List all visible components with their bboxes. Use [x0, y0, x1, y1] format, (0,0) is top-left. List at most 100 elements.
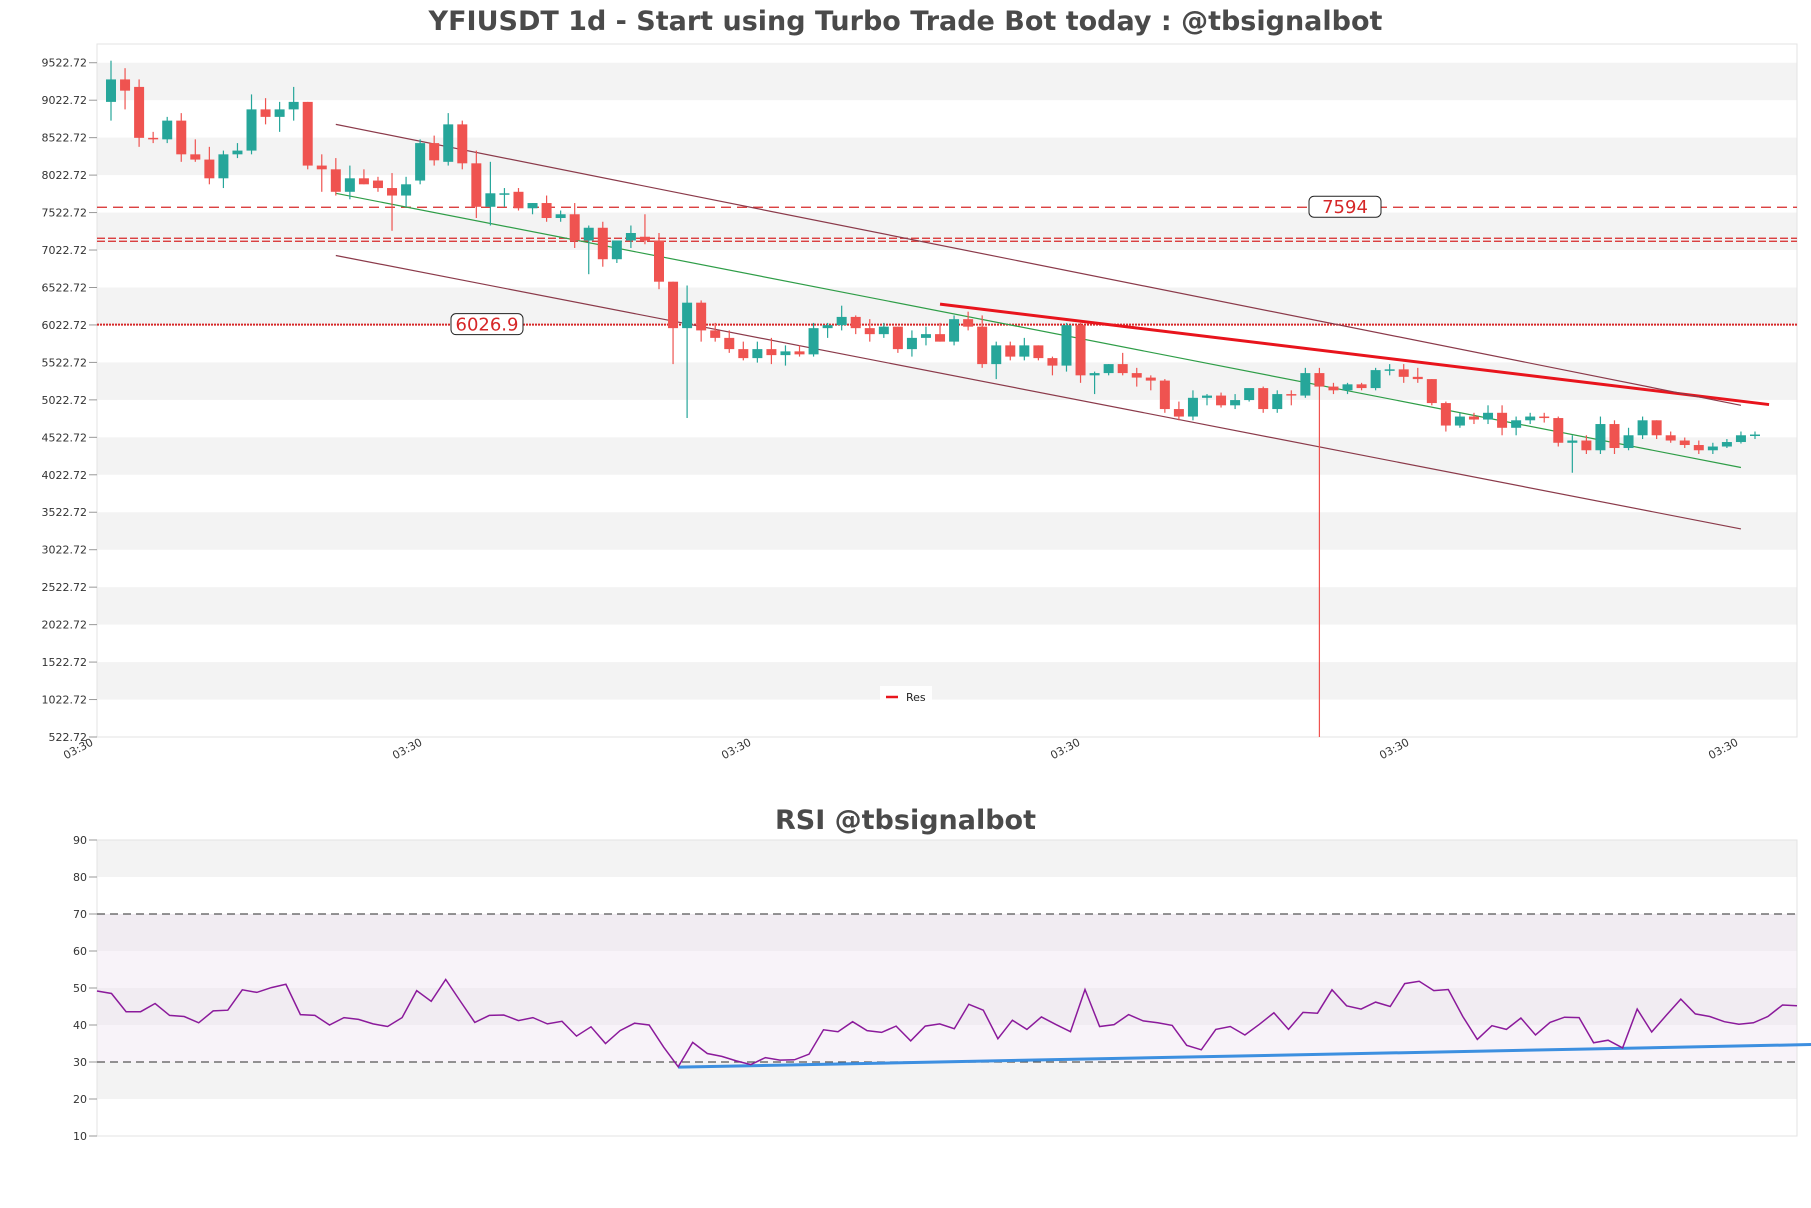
y-tick-label: 7522.72 — [42, 207, 88, 220]
candle-body — [260, 109, 271, 117]
candle-body — [766, 349, 777, 356]
y-tick-label: 2522.72 — [42, 581, 88, 594]
candle-body — [1750, 434, 1760, 437]
candle-body — [850, 316, 861, 329]
res-trendline — [939, 302, 1770, 407]
y-tick-label: 40 — [73, 1019, 87, 1032]
level-label-7594-text: 7594 — [1322, 197, 1368, 218]
candle-body — [1426, 379, 1437, 404]
candle-body — [1314, 373, 1325, 387]
candle-body — [246, 109, 257, 151]
candle-body — [949, 319, 960, 342]
rsi-chart-title: RSI @tbsignalbot — [774, 805, 1037, 836]
x-tick-label: 03:30 — [719, 736, 753, 762]
candle-body — [1595, 424, 1606, 451]
x-tick-label: 03:30 — [1377, 736, 1411, 762]
candle-body — [415, 143, 426, 181]
candle-body — [625, 232, 636, 241]
y-tick-label: 30 — [73, 1056, 87, 1069]
candle-body — [822, 325, 833, 329]
candle-body — [710, 330, 721, 338]
candle-body — [878, 326, 889, 335]
y-tick-label: 5022.72 — [42, 394, 88, 407]
x-tick-label: 03:30 — [390, 736, 424, 762]
y-tick-label: 522.72 — [49, 731, 88, 744]
grid-band — [97, 362, 1797, 400]
candle-body — [1454, 416, 1465, 426]
candle-body — [1258, 388, 1269, 410]
grid-band — [97, 587, 1797, 625]
candle-body — [372, 180, 383, 189]
candle-body — [935, 334, 946, 342]
candle-body — [1581, 440, 1592, 451]
candle-body — [1539, 416, 1550, 419]
candle-body — [1061, 325, 1072, 366]
candle-body — [1145, 377, 1156, 381]
candle-body — [541, 203, 552, 219]
candle-body — [274, 109, 285, 117]
candle-body — [808, 328, 819, 355]
candle-body — [836, 316, 847, 326]
rsi-support-trendline — [678, 1043, 1811, 1069]
candle-body — [1342, 384, 1353, 391]
candle-body — [401, 184, 412, 196]
candle-body — [302, 101, 313, 166]
candle-body — [1623, 435, 1634, 449]
grid-band — [97, 840, 1797, 877]
candle-body — [1286, 394, 1297, 396]
candle-body — [597, 227, 608, 260]
candle-body — [1216, 395, 1227, 406]
candle-body — [1637, 420, 1648, 436]
candle-body — [1019, 345, 1030, 357]
candle-body — [654, 240, 664, 282]
candle-body — [330, 169, 341, 192]
candle-body — [1230, 400, 1241, 406]
x-tick-label: 03:30 — [1706, 736, 1740, 762]
candle-body — [696, 302, 707, 331]
candle-body — [569, 214, 580, 241]
candle-body — [1609, 424, 1620, 449]
y-tick-label: 1022.72 — [42, 694, 88, 707]
candle-body — [1202, 395, 1212, 398]
rsi-line — [96, 978, 1798, 1069]
candle-body — [513, 191, 524, 209]
candle-body — [106, 79, 116, 102]
y-tick-label: 3022.72 — [42, 544, 88, 557]
candle-body — [1735, 435, 1746, 443]
candle-body — [443, 124, 454, 162]
candle-body — [120, 79, 131, 91]
candle-body — [1511, 420, 1522, 428]
price-candlestick-chart: 522.72 1022.72 1522.72 2022.72 2522.72 3022.7… — [42, 43, 1798, 762]
chart-legend: Res — [880, 686, 932, 706]
candle-body — [1525, 416, 1536, 421]
grid-band — [97, 62, 1797, 101]
level-label-7594: 7594 — [1308, 195, 1382, 218]
y-tick-label: 10 — [73, 1130, 87, 1143]
candle-body — [148, 137, 159, 140]
channel-trendline — [335, 254, 1742, 530]
y-tick-label: 70 — [73, 908, 87, 921]
candle-body — [162, 120, 173, 140]
candle-body — [583, 227, 594, 241]
candle-body — [1103, 364, 1114, 374]
grid-band — [97, 137, 1797, 176]
legend-box — [880, 686, 932, 706]
candle-body — [892, 326, 903, 350]
y-tick-label: 6022.72 — [42, 319, 88, 332]
grid-band — [97, 1062, 1797, 1099]
candle-body — [1089, 373, 1100, 376]
y-tick-label: 6522.72 — [42, 281, 88, 294]
y-tick-label: 9522.72 — [42, 57, 88, 70]
candle-body — [218, 154, 229, 179]
grid-band — [97, 512, 1797, 550]
candle-body — [1651, 420, 1662, 436]
y-tick-label: 7022.72 — [42, 244, 88, 257]
grid-band — [97, 662, 1797, 700]
candle-body — [1131, 373, 1142, 378]
candle-body — [1117, 364, 1128, 374]
candle-body — [232, 150, 243, 155]
candle-body — [1721, 442, 1732, 447]
candle-body — [906, 337, 917, 350]
y-tick-label: 8522.72 — [42, 132, 88, 145]
candle-body — [977, 326, 988, 365]
